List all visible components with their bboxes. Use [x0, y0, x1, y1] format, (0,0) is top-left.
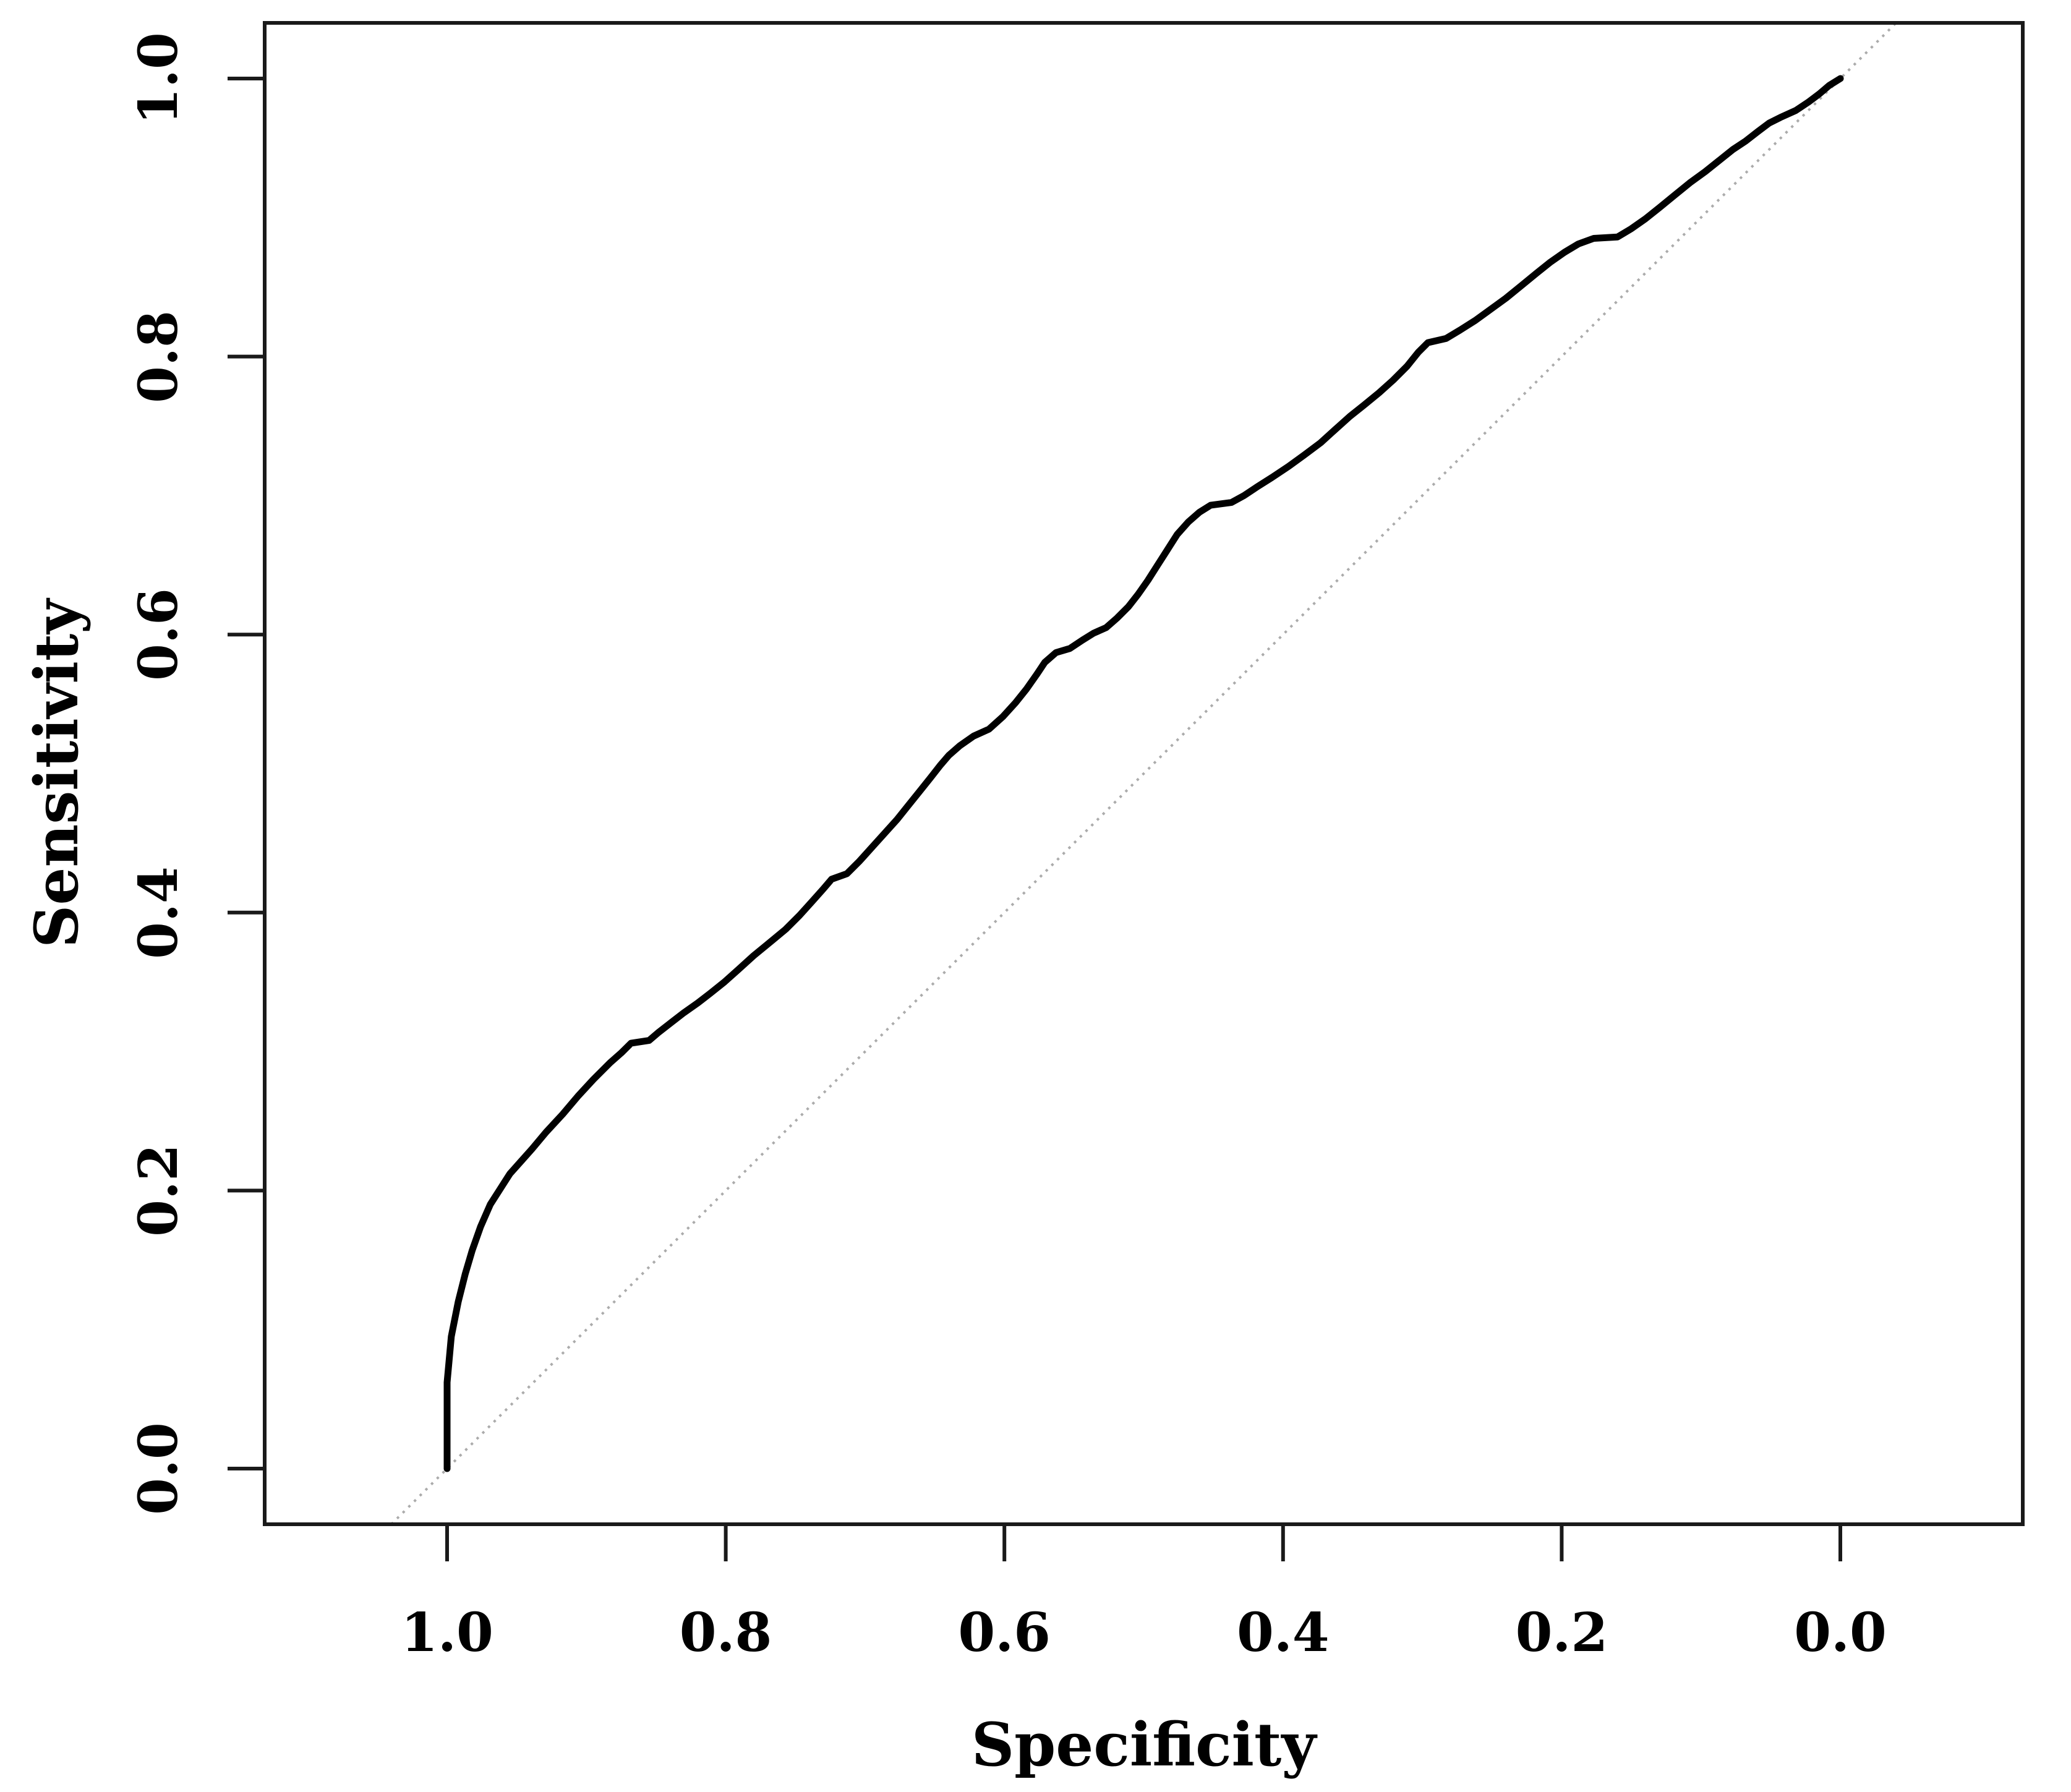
x-tick-label-0.6: 0.6	[958, 1602, 1051, 1664]
plot-frame	[263, 21, 2025, 1526]
roc-curve	[443, 75, 1844, 1472]
x-tick-label-0.2: 0.2	[1515, 1602, 1608, 1664]
x-tick-label-0.8: 0.8	[679, 1602, 772, 1664]
x-axis-title: Specificity	[971, 1710, 1317, 1780]
y-tick-label-1.0: 1.0	[127, 32, 190, 125]
x-tick-label-0.4: 0.4	[1236, 1602, 1330, 1664]
y-axis-title: Sensitivity	[22, 599, 92, 948]
x-tick-label-0.0: 0.0	[1794, 1602, 1887, 1664]
y-tick-label-0.4: 0.4	[127, 866, 190, 959]
x-tick-label-1.0: 1.0	[401, 1602, 493, 1664]
y-tick-label-0.2: 0.2	[127, 1144, 190, 1237]
y-tick-label-0.0: 0.0	[127, 1422, 190, 1515]
y-tick-label-0.8: 0.8	[127, 310, 190, 403]
y-tick-label-0.6: 0.6	[127, 588, 190, 681]
reference-diagonal-line	[390, 22, 1897, 1525]
